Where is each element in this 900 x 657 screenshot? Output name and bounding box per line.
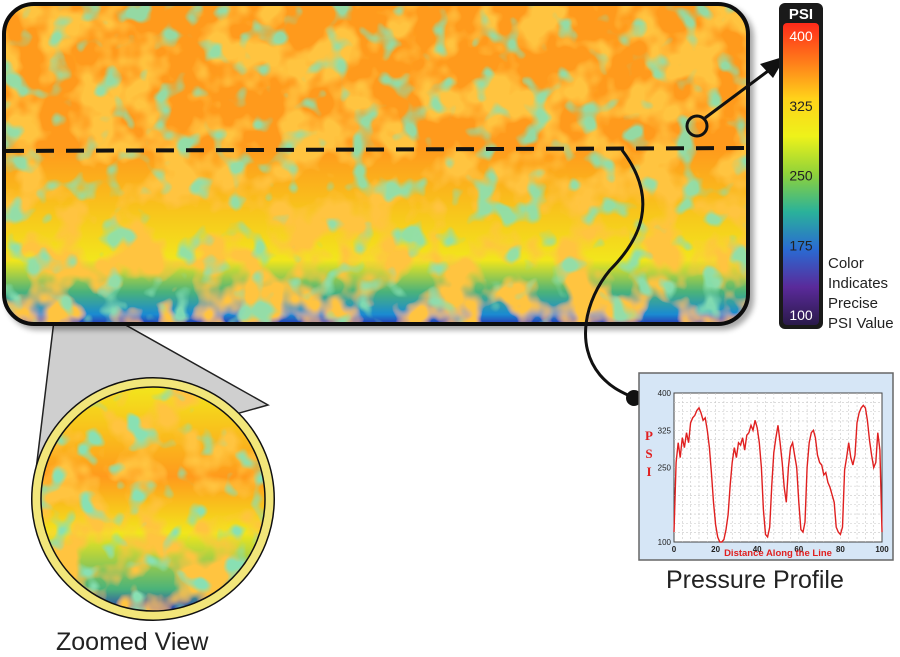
x-axis-label: Distance Along the Line [724,548,832,559]
pressure-profile-caption: Pressure Profile [666,566,844,594]
colorbar-tick-175: 175 [789,237,813,253]
y-tick-labels: 400 325 250 100 [658,389,672,547]
profile-connector-curve [584,149,645,400]
grid [674,393,882,542]
colorbar-tick-325: 325 [789,98,813,114]
x-tick-20: 20 [711,545,720,554]
zoomed-view [31,377,275,621]
connector-end-dot [626,390,642,406]
colorbar-tick-400: 400 [789,28,813,44]
colorbar-note: Color Indicates Precise PSI Value [828,254,894,334]
x-tick-60: 60 [794,545,803,554]
x-tick-40: 40 [753,545,762,554]
sample-pointer-arrow-shaft [704,66,773,120]
colorbar: PSI 400 325 250 175 100 [779,3,823,329]
x-tick-80: 80 [836,545,845,554]
y-tick-250: 250 [658,464,672,473]
series-line [673,404,883,543]
x-tick-labels: 0 20 40 60 80 100 [672,545,889,554]
note-line: Color [828,255,864,272]
pressure-map [2,2,750,326]
zoomed-view-caption: Zoomed View [56,628,209,656]
colorbar-title: PSI [789,6,813,23]
note-line: Precise [828,295,879,312]
y-tick-100: 100 [658,538,672,547]
measurement-line [5,146,747,153]
y-tick-325: 325 [658,426,672,435]
colorbar-tick-100: 100 [789,307,813,323]
x-tick-100: 100 [875,545,889,554]
y-tick-400: 400 [658,389,672,398]
colorbar-tick-250: 250 [789,168,813,184]
sample-point-marker [685,114,709,138]
x-tick-0: 0 [672,545,677,554]
note-line: Indicates [828,275,889,292]
note-line: PSI Value [828,315,894,332]
